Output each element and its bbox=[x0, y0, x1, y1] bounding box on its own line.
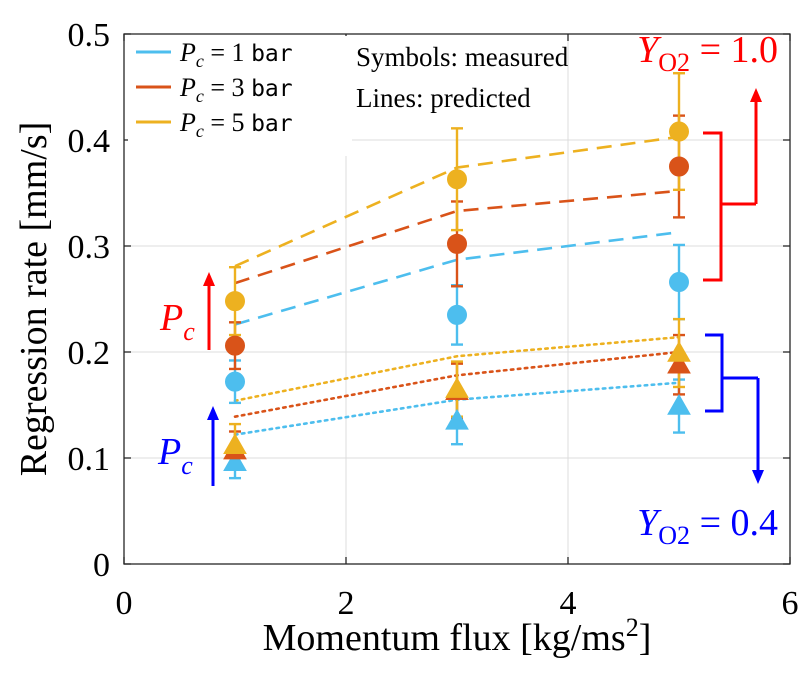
yo2-low-bracket bbox=[705, 333, 758, 413]
marker-triangle bbox=[445, 377, 469, 398]
marker-circle bbox=[447, 169, 467, 190]
marker-triangle bbox=[223, 450, 247, 471]
predicted-line-circle-1-bar bbox=[234, 230, 680, 326]
pc-label-upper: Pc bbox=[159, 297, 195, 346]
measured-markers bbox=[223, 121, 691, 471]
yo2-low-label: YO2 = 0.4 bbox=[637, 502, 778, 550]
y-axis-title: Regression rate [mm/s] bbox=[13, 122, 55, 477]
yo2-high-arrow bbox=[750, 88, 762, 204]
yo2-high-label: YO2 = 1.0 bbox=[637, 29, 778, 77]
legend-label: Pc = 1 bar bbox=[179, 38, 293, 71]
x-tick-label: 0 bbox=[116, 585, 133, 622]
pc-arrow-lower bbox=[207, 406, 219, 486]
marker-circle bbox=[447, 304, 467, 325]
yo2-high-bracket bbox=[703, 131, 756, 282]
note-predicted: Lines: predicted bbox=[356, 83, 531, 113]
marker-triangle bbox=[667, 341, 691, 362]
x-tick-label: 2 bbox=[338, 585, 355, 622]
marker-circle bbox=[225, 291, 245, 312]
x-axis-title: Momentum flux [kg/ms2] bbox=[263, 613, 652, 659]
y-tick-label: 0 bbox=[93, 547, 110, 584]
annotations: Pc Pc YO2 = 1.0 YO2 = 0.4 bbox=[157, 29, 778, 550]
series-layer bbox=[223, 72, 691, 480]
tick-labels: 0 2 4 6 0 0.1 0.2 0.3 0.4 0.5 bbox=[68, 17, 799, 622]
marker-triangle bbox=[223, 433, 247, 455]
marker-circle bbox=[225, 371, 245, 392]
y-tick-label: 0.5 bbox=[68, 17, 111, 54]
legend-label: Pc = 3 bar bbox=[179, 73, 293, 106]
marker-circle bbox=[669, 272, 689, 293]
marker-circle bbox=[669, 156, 689, 177]
predicted-line-triangle-5-bar bbox=[233, 335, 681, 403]
x-tick-label: 4 bbox=[560, 585, 577, 622]
plot-area bbox=[123, 33, 791, 565]
y-tick-label: 0.1 bbox=[68, 441, 111, 478]
marker-circle bbox=[225, 335, 245, 356]
pc-arrow-upper bbox=[203, 272, 215, 350]
yo2-low-arrow bbox=[752, 378, 764, 484]
marker-circle bbox=[447, 233, 467, 254]
note-measured: Symbols: measured bbox=[356, 42, 569, 72]
marker-triangle bbox=[445, 408, 469, 430]
marker-triangle bbox=[667, 352, 691, 374]
predicted-line-circle-3-bar bbox=[234, 189, 680, 285]
marker-circle bbox=[669, 121, 689, 142]
pc-label-lower: Pc bbox=[157, 431, 193, 480]
marker-triangle bbox=[667, 394, 691, 415]
y-tick-label: 0.3 bbox=[68, 229, 111, 266]
legend-box bbox=[128, 36, 352, 156]
y-tick-label: 0.4 bbox=[68, 123, 111, 160]
legend-label: Pc = 5 bar bbox=[179, 108, 293, 141]
x-tick-label: 6 bbox=[782, 585, 799, 622]
y-tick-label: 0.2 bbox=[68, 335, 111, 372]
